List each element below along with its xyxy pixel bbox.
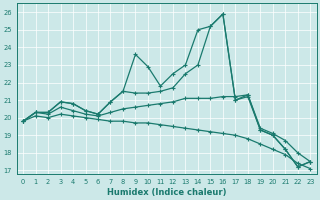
X-axis label: Humidex (Indice chaleur): Humidex (Indice chaleur): [107, 188, 227, 197]
